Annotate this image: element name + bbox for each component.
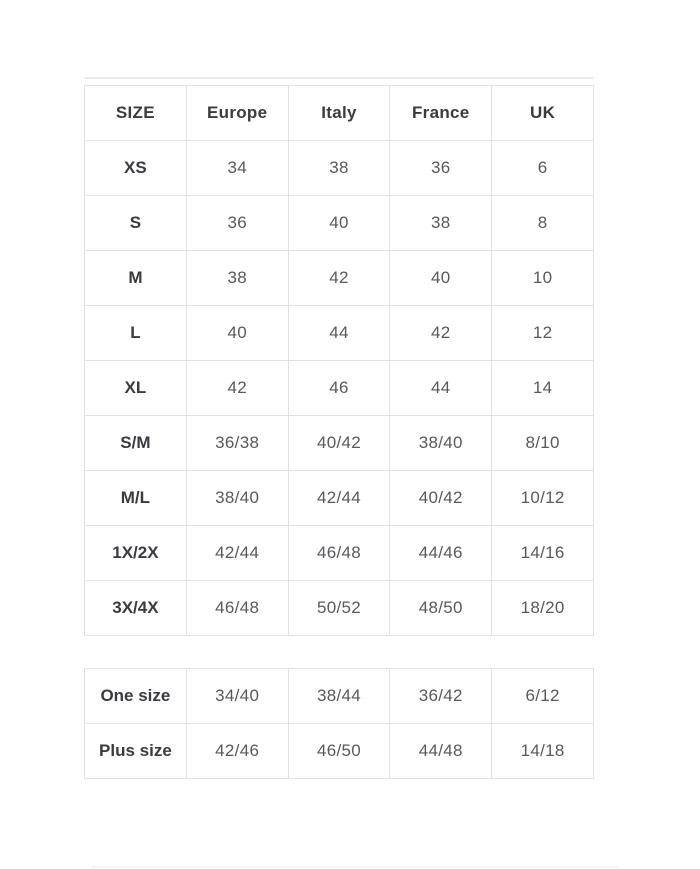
special-sizes-table: One size 34/40 38/44 36/42 6/12 Plus siz… <box>84 668 594 779</box>
table-row-xl: XL 42 46 44 14 <box>84 360 594 416</box>
value-cell: 44 <box>389 360 493 416</box>
value-cell: 36/38 <box>185 415 289 471</box>
size-cell: M/L <box>84 470 187 526</box>
value-cell: 40 <box>389 250 493 306</box>
value-cell: 42/44 <box>287 470 391 526</box>
size-table: SIZE Europe Italy France UK XS 34 38 36 … <box>84 85 594 636</box>
table-row-sm: S/M 36/38 40/42 38/40 8/10 <box>84 415 594 471</box>
table-row-xs: XS 34 38 36 6 <box>84 140 594 196</box>
value-cell: 42 <box>185 360 289 416</box>
header-cell-uk: UK <box>491 85 594 141</box>
size-cell: M <box>84 250 187 306</box>
table-row-one-size: One size 34/40 38/44 36/42 6/12 <box>84 668 594 724</box>
value-cell: 14/16 <box>491 525 594 581</box>
value-cell: 14 <box>491 360 594 416</box>
size-cell: 3X/4X <box>84 580 187 636</box>
value-cell: 38/40 <box>389 415 493 471</box>
value-cell: 8 <box>491 195 594 251</box>
value-cell: 42 <box>389 305 493 361</box>
size-cell: XS <box>84 140 187 196</box>
value-cell: 46/48 <box>287 525 391 581</box>
header-row: SIZE Europe Italy France UK <box>84 85 594 141</box>
table-row-ml: M/L 38/40 42/44 40/42 10/12 <box>84 470 594 526</box>
header-cell-italy: Italy <box>287 85 391 141</box>
value-cell: 48/50 <box>389 580 493 636</box>
size-cell: One size <box>84 668 187 724</box>
value-cell: 42/46 <box>185 723 289 779</box>
value-cell: 36 <box>185 195 289 251</box>
table-row-plus-size: Plus size 42/46 46/50 44/48 14/18 <box>84 723 594 779</box>
value-cell: 38 <box>389 195 493 251</box>
value-cell: 6/12 <box>491 668 594 724</box>
value-cell: 38/40 <box>185 470 289 526</box>
value-cell: 10/12 <box>491 470 594 526</box>
value-cell: 44/46 <box>389 525 493 581</box>
table-row-m: M 38 42 40 10 <box>84 250 594 306</box>
header-cell-europe: Europe <box>185 85 289 141</box>
value-cell: 34 <box>185 140 289 196</box>
value-cell: 42/44 <box>185 525 289 581</box>
size-cell: 1X/2X <box>84 525 187 581</box>
size-cell: L <box>84 305 187 361</box>
value-cell: 6 <box>491 140 594 196</box>
header-cell-size: SIZE <box>84 85 187 141</box>
value-cell: 34/40 <box>185 668 289 724</box>
table-row-1x2x: 1X/2X 42/44 46/48 44/46 14/16 <box>84 525 594 581</box>
table-row-s: S 36 40 38 8 <box>84 195 594 251</box>
value-cell: 38 <box>287 140 391 196</box>
value-cell: 40 <box>287 195 391 251</box>
value-cell: 50/52 <box>287 580 391 636</box>
value-cell: 14/18 <box>491 723 594 779</box>
table-row-3x4x: 3X/4X 46/48 50/52 48/50 18/20 <box>84 580 594 636</box>
size-cell: XL <box>84 360 187 416</box>
value-cell: 44 <box>287 305 391 361</box>
size-cell: Plus size <box>84 723 187 779</box>
value-cell: 18/20 <box>491 580 594 636</box>
size-cell: S <box>84 195 187 251</box>
value-cell: 40/42 <box>389 470 493 526</box>
value-cell: 12 <box>491 305 594 361</box>
size-cell: S/M <box>84 415 187 471</box>
value-cell: 46/48 <box>185 580 289 636</box>
size-conversion-table: SIZE Europe Italy France UK XS 34 38 36 … <box>84 85 594 636</box>
value-cell: 38 <box>185 250 289 306</box>
value-cell: 8/10 <box>491 415 594 471</box>
value-cell: 46/50 <box>287 723 391 779</box>
table-row-l: L 40 44 42 12 <box>84 305 594 361</box>
top-divider-line <box>84 77 594 79</box>
value-cell: 36/42 <box>389 668 493 724</box>
value-cell: 36 <box>389 140 493 196</box>
value-cell: 10 <box>491 250 594 306</box>
value-cell: 40 <box>185 305 289 361</box>
special-size-table: One size 34/40 38/44 36/42 6/12 Plus siz… <box>84 668 594 779</box>
value-cell: 42 <box>287 250 391 306</box>
value-cell: 40/42 <box>287 415 391 471</box>
bottom-divider-line <box>90 866 620 868</box>
value-cell: 38/44 <box>287 668 391 724</box>
header-cell-france: France <box>389 85 493 141</box>
value-cell: 44/48 <box>389 723 493 779</box>
value-cell: 46 <box>287 360 391 416</box>
